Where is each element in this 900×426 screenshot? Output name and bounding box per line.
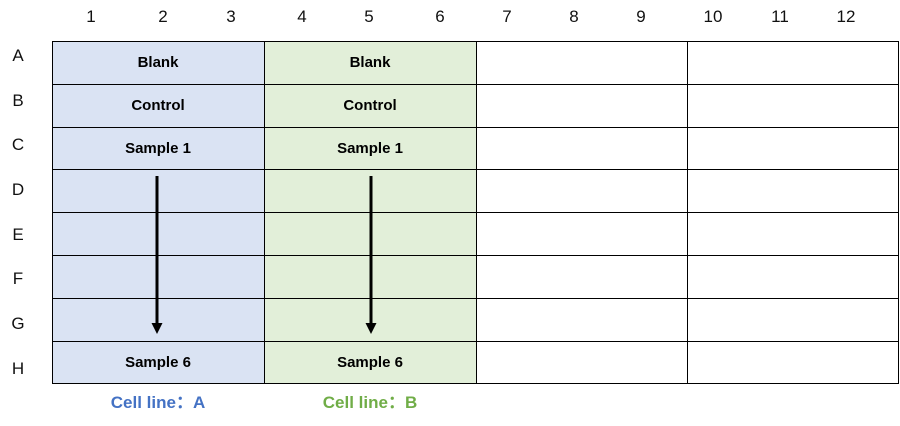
- cell-a-control: Control: [131, 97, 185, 114]
- row-label-f: F: [12, 269, 24, 288]
- cell-a-blank: Blank: [137, 54, 179, 71]
- grid-line: [52, 212, 899, 213]
- row-label-h: H: [11, 359, 25, 378]
- row-label-b: B: [12, 91, 24, 110]
- row-label-d: D: [11, 180, 25, 199]
- grid-line: [52, 341, 899, 342]
- column-label-11: 11: [771, 7, 789, 26]
- column-label-10: 10: [703, 7, 723, 26]
- grid-line: [52, 255, 899, 256]
- column-label-8: 8: [569, 7, 579, 26]
- column-label-5: 5: [364, 7, 374, 26]
- grid-line: [476, 41, 477, 384]
- column-label-6: 6: [435, 7, 445, 26]
- grid-line: [52, 41, 899, 42]
- column-label-9: 9: [636, 7, 646, 26]
- cell-b-sample-6: Sample 6: [337, 354, 403, 371]
- down-arrow-icon: [365, 176, 377, 334]
- cell-b-blank: Blank: [349, 54, 391, 71]
- row-label-g: G: [11, 314, 25, 333]
- cell-line-b-label: Cell line：B: [322, 393, 418, 412]
- grid-line: [898, 41, 899, 384]
- column-label-1: 1: [86, 7, 96, 26]
- cell-line-a-label: Cell line：A: [110, 393, 206, 412]
- grid-line: [52, 84, 899, 85]
- grid-line: [52, 127, 899, 128]
- column-label-3: 3: [226, 7, 236, 26]
- down-arrow-icon: [151, 176, 163, 334]
- cell-a-sample-1: Sample 1: [125, 140, 191, 157]
- cell-b-sample-1: Sample 1: [337, 140, 403, 157]
- column-label-12: 12: [836, 7, 856, 26]
- row-label-e: E: [12, 225, 24, 244]
- grid-line: [687, 41, 688, 384]
- row-label-c: C: [11, 135, 25, 154]
- cell-b-control: Control: [343, 97, 397, 114]
- grid-line: [52, 383, 899, 384]
- column-label-4: 4: [297, 7, 307, 26]
- column-label-2: 2: [158, 7, 168, 26]
- grid-line: [52, 41, 53, 384]
- column-label-7: 7: [502, 7, 512, 26]
- grid-line: [52, 298, 899, 299]
- row-label-a: A: [12, 46, 24, 65]
- cell-a-sample-6: Sample 6: [125, 354, 191, 371]
- grid-line: [52, 169, 899, 170]
- grid-line: [264, 41, 265, 384]
